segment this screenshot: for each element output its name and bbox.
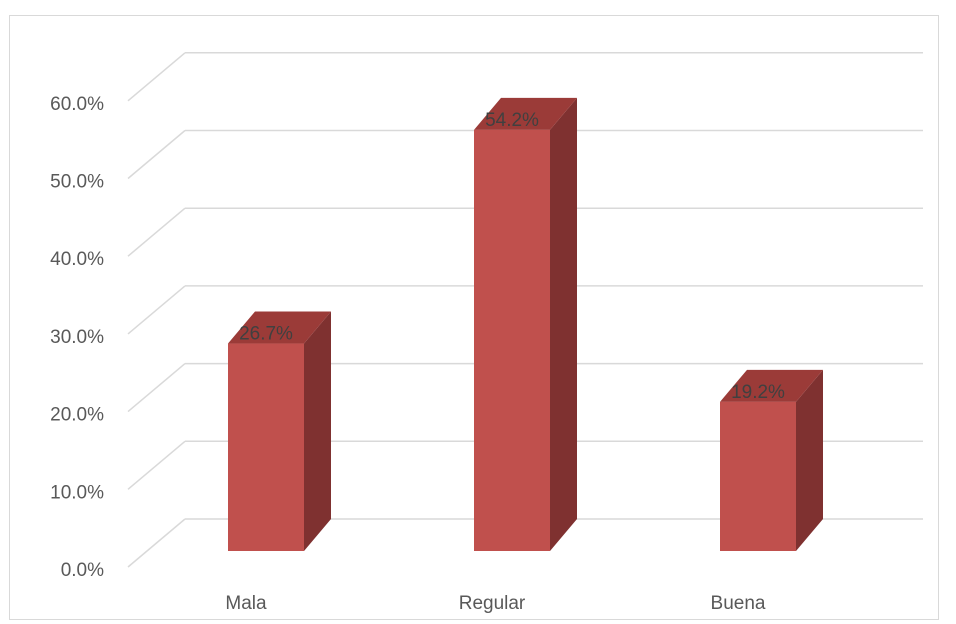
y-tick-label: 60.0%	[50, 94, 104, 115]
bar	[474, 129, 550, 551]
data-label: 26.7%	[239, 324, 293, 345]
gridline-diagonal	[127, 52, 186, 102]
gridline-diagonal	[127, 363, 186, 413]
y-tick-label: 40.0%	[50, 249, 104, 270]
x-category-label: Mala	[225, 593, 267, 614]
bar-side	[304, 311, 331, 551]
gridline-diagonal	[127, 129, 186, 180]
y-tick-label: 0.0%	[61, 560, 104, 581]
data-label: 19.2%	[731, 382, 785, 403]
gridline-diagonal	[127, 440, 186, 490]
y-tick-label: 50.0%	[50, 172, 104, 193]
bar-side	[796, 369, 823, 551]
bar	[228, 343, 304, 551]
gridline-diagonal	[127, 285, 186, 335]
data-label: 54.2%	[485, 110, 539, 131]
gridline-diagonal	[127, 518, 186, 568]
y-tick-label: 30.0%	[50, 327, 104, 348]
bar	[720, 401, 796, 551]
bar-top	[720, 369, 823, 402]
bar-top	[228, 311, 331, 344]
bar-side	[550, 97, 577, 551]
y-tick-label: 20.0%	[50, 405, 104, 426]
x-category-label: Regular	[459, 593, 526, 614]
bar-top	[474, 97, 577, 130]
y-tick-label: 10.0%	[50, 482, 104, 503]
x-category-label: Buena	[711, 593, 766, 614]
gridline-diagonal	[127, 207, 186, 257]
